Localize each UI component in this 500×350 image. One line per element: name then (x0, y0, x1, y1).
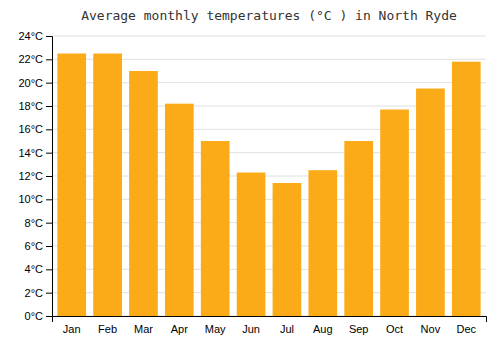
y-tick: 24°C (18, 30, 52, 42)
y-tick: 8°C (25, 217, 52, 229)
plot: 0°C 2°C 4°C 6°C 8°C 10°C 12°C 14°C 16°C 18°C 20°C 2… (18, 30, 486, 335)
y-tick-label: 8°C (25, 217, 44, 229)
x-tick: Feb (98, 323, 117, 335)
y-tick: 6°C (25, 240, 52, 252)
bar (273, 183, 302, 316)
y-tick: 22°C (18, 53, 52, 65)
x-tick: Jul (280, 323, 294, 335)
y-tick-label: 18°C (18, 100, 43, 112)
x-tick: Jun (242, 323, 260, 335)
y-tick-label: 16°C (18, 123, 43, 135)
y-tick-mark (46, 269, 52, 270)
y-tick-label: 14°C (18, 147, 43, 159)
x-tick-label: Sep (349, 323, 369, 335)
y-tick-mark (46, 199, 52, 200)
x-tick-label: Dec (456, 323, 476, 335)
x-tick-label: Jun (242, 323, 260, 335)
bar (416, 89, 445, 317)
y-tick-mark (46, 246, 52, 247)
x-tick-label: Apr (171, 323, 188, 335)
bar (344, 141, 373, 316)
y-tick: 14°C (18, 147, 52, 159)
bar (165, 104, 194, 316)
y-tick-mark (46, 59, 52, 60)
y-tick-mark (46, 153, 52, 154)
y-tick: 16°C (18, 123, 52, 135)
y-axis: 0°C 2°C 4°C 6°C 8°C 10°C 12°C 14°C 16°C 18°C 20°C 2… (18, 30, 52, 322)
bar (201, 141, 230, 316)
y-tick: 0°C (25, 310, 52, 322)
bar (129, 71, 158, 316)
y-tick-label: 20°C (18, 77, 43, 89)
x-tick-label: Mar (134, 323, 153, 335)
bar (452, 62, 481, 316)
x-tick-label: Oct (386, 323, 403, 335)
x-axis-line (53, 317, 487, 323)
y-tick-mark (46, 36, 52, 37)
x-tick-label: Jan (63, 323, 81, 335)
y-tick-label: 10°C (18, 193, 43, 205)
title: Average monthly temperatures (°C ) in No… (81, 8, 457, 23)
y-axis-line (46, 37, 53, 317)
bar (93, 54, 122, 317)
x-tick: Oct (386, 323, 403, 335)
bars (57, 54, 480, 317)
y-tick-mark (46, 223, 52, 224)
y-tick-label: 0°C (25, 310, 44, 322)
x-tick-label: May (205, 323, 226, 335)
grid-line (52, 36, 486, 37)
y-tick: 18°C (18, 100, 52, 112)
x-tick-label: Feb (98, 323, 117, 335)
y-tick-label: 6°C (25, 240, 44, 252)
y-tick: 20°C (18, 77, 52, 89)
y-tick-label: 2°C (25, 287, 44, 299)
bar (308, 170, 337, 316)
grid (52, 36, 486, 316)
y-tick: 2°C (25, 287, 52, 299)
x-tick: Aug (313, 323, 333, 335)
y-tick: 4°C (25, 263, 52, 275)
x-tick-label: Nov (421, 323, 441, 335)
y-tick-mark (46, 293, 52, 294)
y-tick-label: 12°C (18, 170, 43, 182)
x-tick: Sep (349, 323, 369, 335)
x-tick: Mar (134, 323, 153, 335)
x-tick: Jan (63, 323, 81, 335)
y-tick-mark (46, 176, 52, 177)
x-tick: Dec (456, 323, 476, 335)
y-tick: 10°C (18, 193, 52, 205)
y-tick: 12°C (18, 170, 52, 182)
y-tick-label: 22°C (18, 53, 43, 65)
y-tick-mark (46, 129, 52, 130)
bar (237, 173, 266, 317)
x-tick: May (205, 323, 226, 335)
y-tick-label: 24°C (18, 30, 43, 42)
bar (57, 54, 86, 317)
x-tick-label: Jul (280, 323, 294, 335)
x-tick: Apr (171, 323, 188, 335)
x-tick: Nov (421, 323, 441, 335)
y-tick-mark (46, 106, 52, 107)
y-tick-label: 4°C (25, 263, 44, 275)
x-tick-label: Aug (313, 323, 333, 335)
y-tick-mark (46, 316, 52, 317)
bar (380, 110, 409, 317)
y-tick-mark (46, 83, 52, 84)
x-axis: Jan Feb Mar Apr May Jun Jul Aug Sep Oct Nov Dec (53, 317, 487, 335)
chart: 0°C 2°C 4°C 6°C 8°C 10°C 12°C 14°C 16°C 18°C 20°C 2… (0, 0, 500, 350)
